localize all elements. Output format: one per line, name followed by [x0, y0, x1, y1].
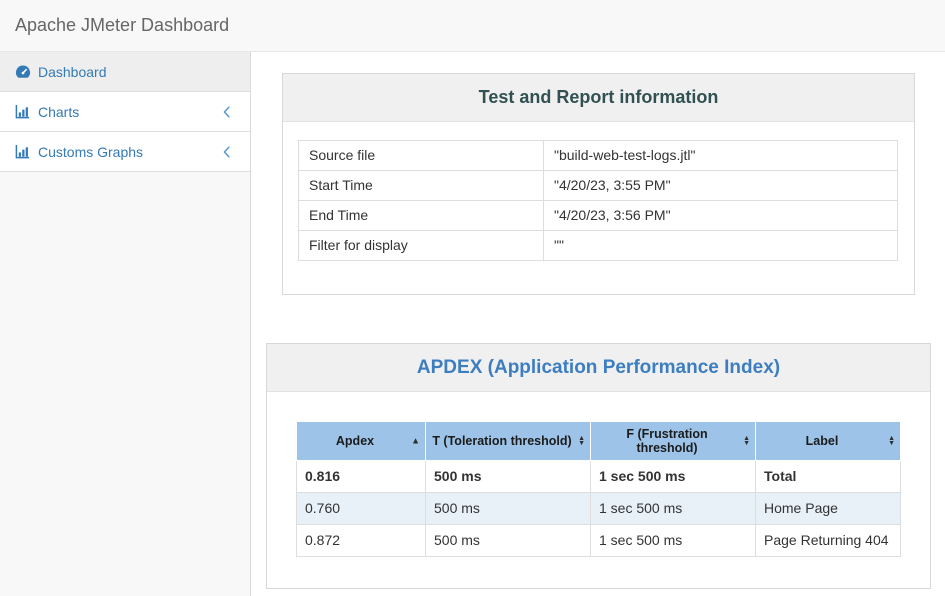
column-header-frustration[interactable]: F (Frustration threshold) ▲ ▼ [590, 421, 756, 461]
table-row: Start Time "4/20/23, 3:55 PM" [298, 170, 898, 201]
bar-chart-icon [14, 144, 31, 159]
app-title: Apache JMeter Dashboard [15, 15, 230, 35]
apdex-table: Apdex ▲ T (Toleration threshold) ▲ ▼ F (F… [296, 421, 901, 557]
apdex-panel-header: APDEX (Application Performance Index) [267, 344, 930, 392]
apdex-value: 0.872 [296, 524, 426, 557]
info-label: Start Time [298, 170, 544, 201]
test-info-table: Source file "build-web-test-logs.jtl" St… [298, 140, 898, 261]
chevron-left-icon[interactable] [222, 146, 231, 158]
sort-ascending-icon: ▲ [411, 435, 420, 446]
column-header-toleration[interactable]: T (Toleration threshold) ▲ ▼ [425, 421, 591, 461]
label-value: Home Page [755, 492, 901, 525]
sidebar-item-label: Customs Graphs [38, 143, 144, 160]
table-row: 0.872 500 ms 1 sec 500 ms Page Returning… [296, 524, 901, 557]
sort-both-icon: ▲ ▼ [578, 435, 585, 447]
apdex-header-row: Apdex ▲ T (Toleration threshold) ▲ ▼ F (F… [296, 421, 901, 461]
info-value: "build-web-test-logs.jtl" [543, 140, 898, 171]
column-label: Label [805, 434, 839, 448]
frustration-value: 1 sec 500 ms [590, 460, 756, 493]
main-content: Test and Report information Source file … [251, 52, 945, 596]
apdex-value: 0.816 [296, 460, 426, 493]
test-info-panel-header: Test and Report information [283, 74, 914, 122]
table-row: Filter for display "" [298, 230, 898, 261]
column-label: F (Frustration threshold) [626, 427, 708, 455]
label-value: Total [755, 460, 901, 493]
top-navbar: Apache JMeter Dashboard [0, 0, 945, 52]
toleration-value: 500 ms [425, 460, 591, 493]
info-label: End Time [298, 200, 544, 231]
table-row: Source file "build-web-test-logs.jtl" [298, 140, 898, 171]
column-header-label[interactable]: Label ▲ ▼ [755, 421, 901, 461]
info-value: "" [543, 230, 898, 261]
info-value: "4/20/23, 3:56 PM" [543, 200, 898, 231]
gauge-icon [14, 64, 31, 80]
test-info-title: Test and Report information [478, 87, 719, 107]
column-header-apdex[interactable]: Apdex ▲ [296, 421, 426, 461]
chevron-left-icon[interactable] [222, 106, 231, 118]
table-row: 0.760 500 ms 1 sec 500 ms Home Page [296, 492, 901, 525]
info-label: Source file [298, 140, 544, 171]
frustration-value: 1 sec 500 ms [590, 492, 756, 525]
column-label: T (Toleration threshold) [432, 434, 572, 448]
sidebar-item-label: Dashboard [38, 63, 107, 80]
bar-chart-icon [14, 104, 31, 119]
sort-both-icon: ▲ ▼ [888, 435, 895, 447]
apdex-panel-body: Apdex ▲ T (Toleration threshold) ▲ ▼ F (F… [267, 392, 930, 588]
sidebar: Dashboard Charts [0, 52, 251, 596]
column-label: Apdex [335, 434, 375, 448]
table-row: End Time "4/20/23, 3:56 PM" [298, 200, 898, 231]
table-row-total: 0.816 500 ms 1 sec 500 ms Total [296, 460, 901, 493]
apdex-value: 0.760 [296, 492, 426, 525]
sidebar-item-customs-graphs[interactable]: Customs Graphs [0, 132, 250, 172]
test-info-panel-body: Source file "build-web-test-logs.jtl" St… [283, 122, 914, 294]
apdex-title: APDEX (Application Performance Index) [416, 356, 781, 378]
sort-both-icon: ▲ ▼ [743, 435, 750, 447]
info-label: Filter for display [298, 230, 544, 261]
label-value: Page Returning 404 [755, 524, 901, 557]
toleration-value: 500 ms [425, 524, 591, 557]
apdex-panel: APDEX (Application Performance Index) Ap… [266, 343, 931, 589]
test-info-panel: Test and Report information Source file … [282, 73, 915, 295]
sidebar-item-charts[interactable]: Charts [0, 92, 250, 132]
sidebar-item-dashboard[interactable]: Dashboard [0, 52, 250, 92]
toleration-value: 500 ms [425, 492, 591, 525]
sidebar-item-label: Charts [38, 103, 80, 120]
info-value: "4/20/23, 3:55 PM" [543, 170, 898, 201]
frustration-value: 1 sec 500 ms [590, 524, 756, 557]
